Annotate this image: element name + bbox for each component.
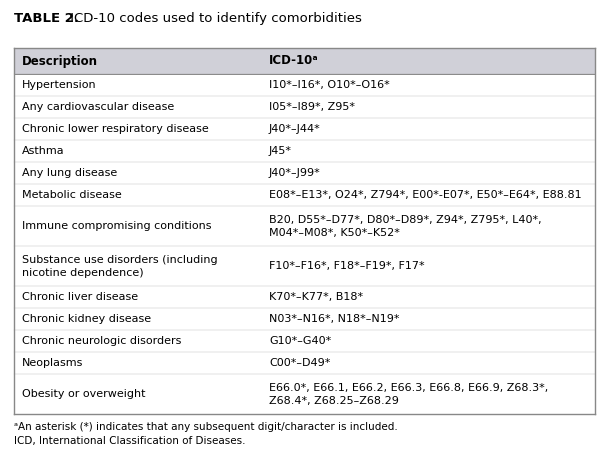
Text: E08*–E13*, O24*, Z794*, E00*-E07*, E50*–E64*, E88.81: E08*–E13*, O24*, Z794*, E00*-E07*, E50*–…: [269, 190, 582, 200]
Text: Metabolic disease: Metabolic disease: [22, 190, 122, 200]
Text: Immune compromising conditions: Immune compromising conditions: [22, 221, 211, 231]
Text: Neoplasms: Neoplasms: [22, 358, 83, 368]
Text: Chronic neurologic disorders: Chronic neurologic disorders: [22, 336, 181, 346]
Text: ᵃAn asterisk (*) indicates that any subsequent digit/character is included.: ᵃAn asterisk (*) indicates that any subs…: [14, 422, 398, 432]
Text: G10*–G40*: G10*–G40*: [269, 336, 331, 346]
Text: K70*–K77*, B18*: K70*–K77*, B18*: [269, 292, 363, 302]
Text: nicotine dependence): nicotine dependence): [22, 268, 144, 278]
Text: TABLE 2.: TABLE 2.: [14, 12, 79, 25]
Text: Obesity or overweight: Obesity or overweight: [22, 389, 146, 399]
Text: Z68.4*, Z68.25–Z68.29: Z68.4*, Z68.25–Z68.29: [269, 396, 399, 406]
Text: B20, D55*–D77*, D80*–D89*, Z94*, Z795*, L40*,: B20, D55*–D77*, D80*–D89*, Z94*, Z795*, …: [269, 215, 541, 225]
Text: Any lung disease: Any lung disease: [22, 168, 118, 178]
Text: Substance use disorders (including: Substance use disorders (including: [22, 255, 217, 265]
Text: Any cardiovascular disease: Any cardiovascular disease: [22, 102, 174, 112]
Text: Description: Description: [22, 55, 98, 67]
Text: Chronic liver disease: Chronic liver disease: [22, 292, 138, 302]
Text: J40*–J44*: J40*–J44*: [269, 124, 321, 134]
Text: I05*–I89*, Z95*: I05*–I89*, Z95*: [269, 102, 355, 112]
Text: I10*–I16*, O10*–O16*: I10*–I16*, O10*–O16*: [269, 80, 390, 90]
Text: N03*–N16*, N18*–N19*: N03*–N16*, N18*–N19*: [269, 314, 400, 324]
Text: ICD, International Classification of Diseases.: ICD, International Classification of Dis…: [14, 436, 245, 446]
Text: M04*–M08*, K50*–K52*: M04*–M08*, K50*–K52*: [269, 228, 400, 238]
Text: F10*–F16*, F18*–F19*, F17*: F10*–F16*, F18*–F19*, F17*: [269, 261, 424, 271]
Text: ICD-10 codes used to identify comorbidities: ICD-10 codes used to identify comorbidit…: [66, 12, 362, 25]
Text: Chronic lower respiratory disease: Chronic lower respiratory disease: [22, 124, 209, 134]
Text: Asthma: Asthma: [22, 146, 65, 156]
Text: Chronic kidney disease: Chronic kidney disease: [22, 314, 151, 324]
Text: C00*–D49*: C00*–D49*: [269, 358, 330, 368]
Text: J40*–J99*: J40*–J99*: [269, 168, 321, 178]
Text: Hypertension: Hypertension: [22, 80, 97, 90]
Text: J45*: J45*: [269, 146, 292, 156]
Text: E66.0*, E66.1, E66.2, E66.3, E66.8, E66.9, Z68.3*,: E66.0*, E66.1, E66.2, E66.3, E66.8, E66.…: [269, 383, 548, 393]
Bar: [14, 48, 595, 74]
Text: ICD-10ᵃ: ICD-10ᵃ: [269, 55, 319, 67]
